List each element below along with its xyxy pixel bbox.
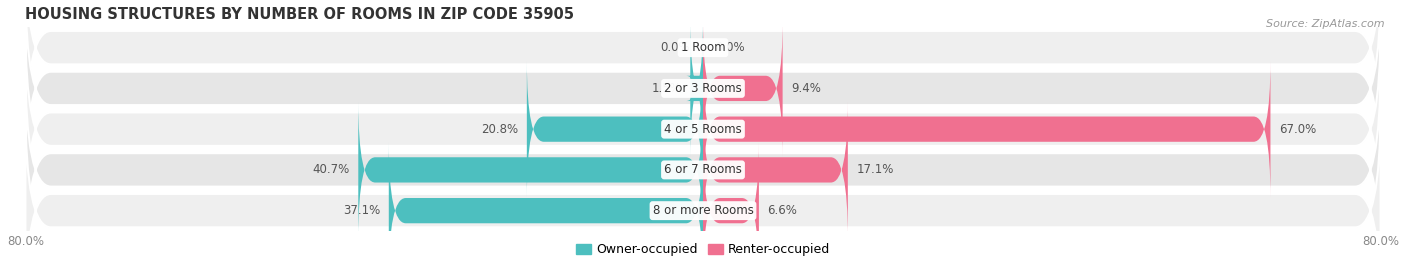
FancyBboxPatch shape	[703, 142, 759, 269]
Text: 6.6%: 6.6%	[768, 204, 797, 217]
FancyBboxPatch shape	[703, 20, 783, 157]
Text: HOUSING STRUCTURES BY NUMBER OF ROOMS IN ZIP CODE 35905: HOUSING STRUCTURES BY NUMBER OF ROOMS IN…	[25, 7, 575, 22]
Text: 9.4%: 9.4%	[792, 82, 821, 95]
FancyBboxPatch shape	[25, 0, 1381, 194]
Text: 40.7%: 40.7%	[312, 163, 350, 176]
FancyBboxPatch shape	[25, 24, 1381, 235]
Text: 20.8%: 20.8%	[481, 123, 519, 136]
FancyBboxPatch shape	[25, 105, 1381, 269]
Text: Source: ZipAtlas.com: Source: ZipAtlas.com	[1267, 19, 1385, 29]
Text: 1.5%: 1.5%	[652, 82, 682, 95]
Text: 8 or more Rooms: 8 or more Rooms	[652, 204, 754, 217]
FancyBboxPatch shape	[703, 60, 1271, 198]
Text: 2 or 3 Rooms: 2 or 3 Rooms	[664, 82, 742, 95]
FancyBboxPatch shape	[703, 101, 848, 239]
Text: 1 Room: 1 Room	[681, 41, 725, 54]
FancyBboxPatch shape	[389, 142, 703, 269]
FancyBboxPatch shape	[527, 60, 703, 198]
Legend: Owner-occupied, Renter-occupied: Owner-occupied, Renter-occupied	[571, 238, 835, 261]
FancyBboxPatch shape	[25, 64, 1381, 269]
Text: 6 or 7 Rooms: 6 or 7 Rooms	[664, 163, 742, 176]
Text: 17.1%: 17.1%	[856, 163, 894, 176]
Text: 37.1%: 37.1%	[343, 204, 380, 217]
FancyBboxPatch shape	[359, 101, 703, 239]
Text: 67.0%: 67.0%	[1279, 123, 1316, 136]
FancyBboxPatch shape	[25, 0, 1381, 153]
Text: 0.0%: 0.0%	[716, 41, 745, 54]
Text: 0.0%: 0.0%	[661, 41, 690, 54]
Text: 4 or 5 Rooms: 4 or 5 Rooms	[664, 123, 742, 136]
FancyBboxPatch shape	[686, 20, 707, 157]
